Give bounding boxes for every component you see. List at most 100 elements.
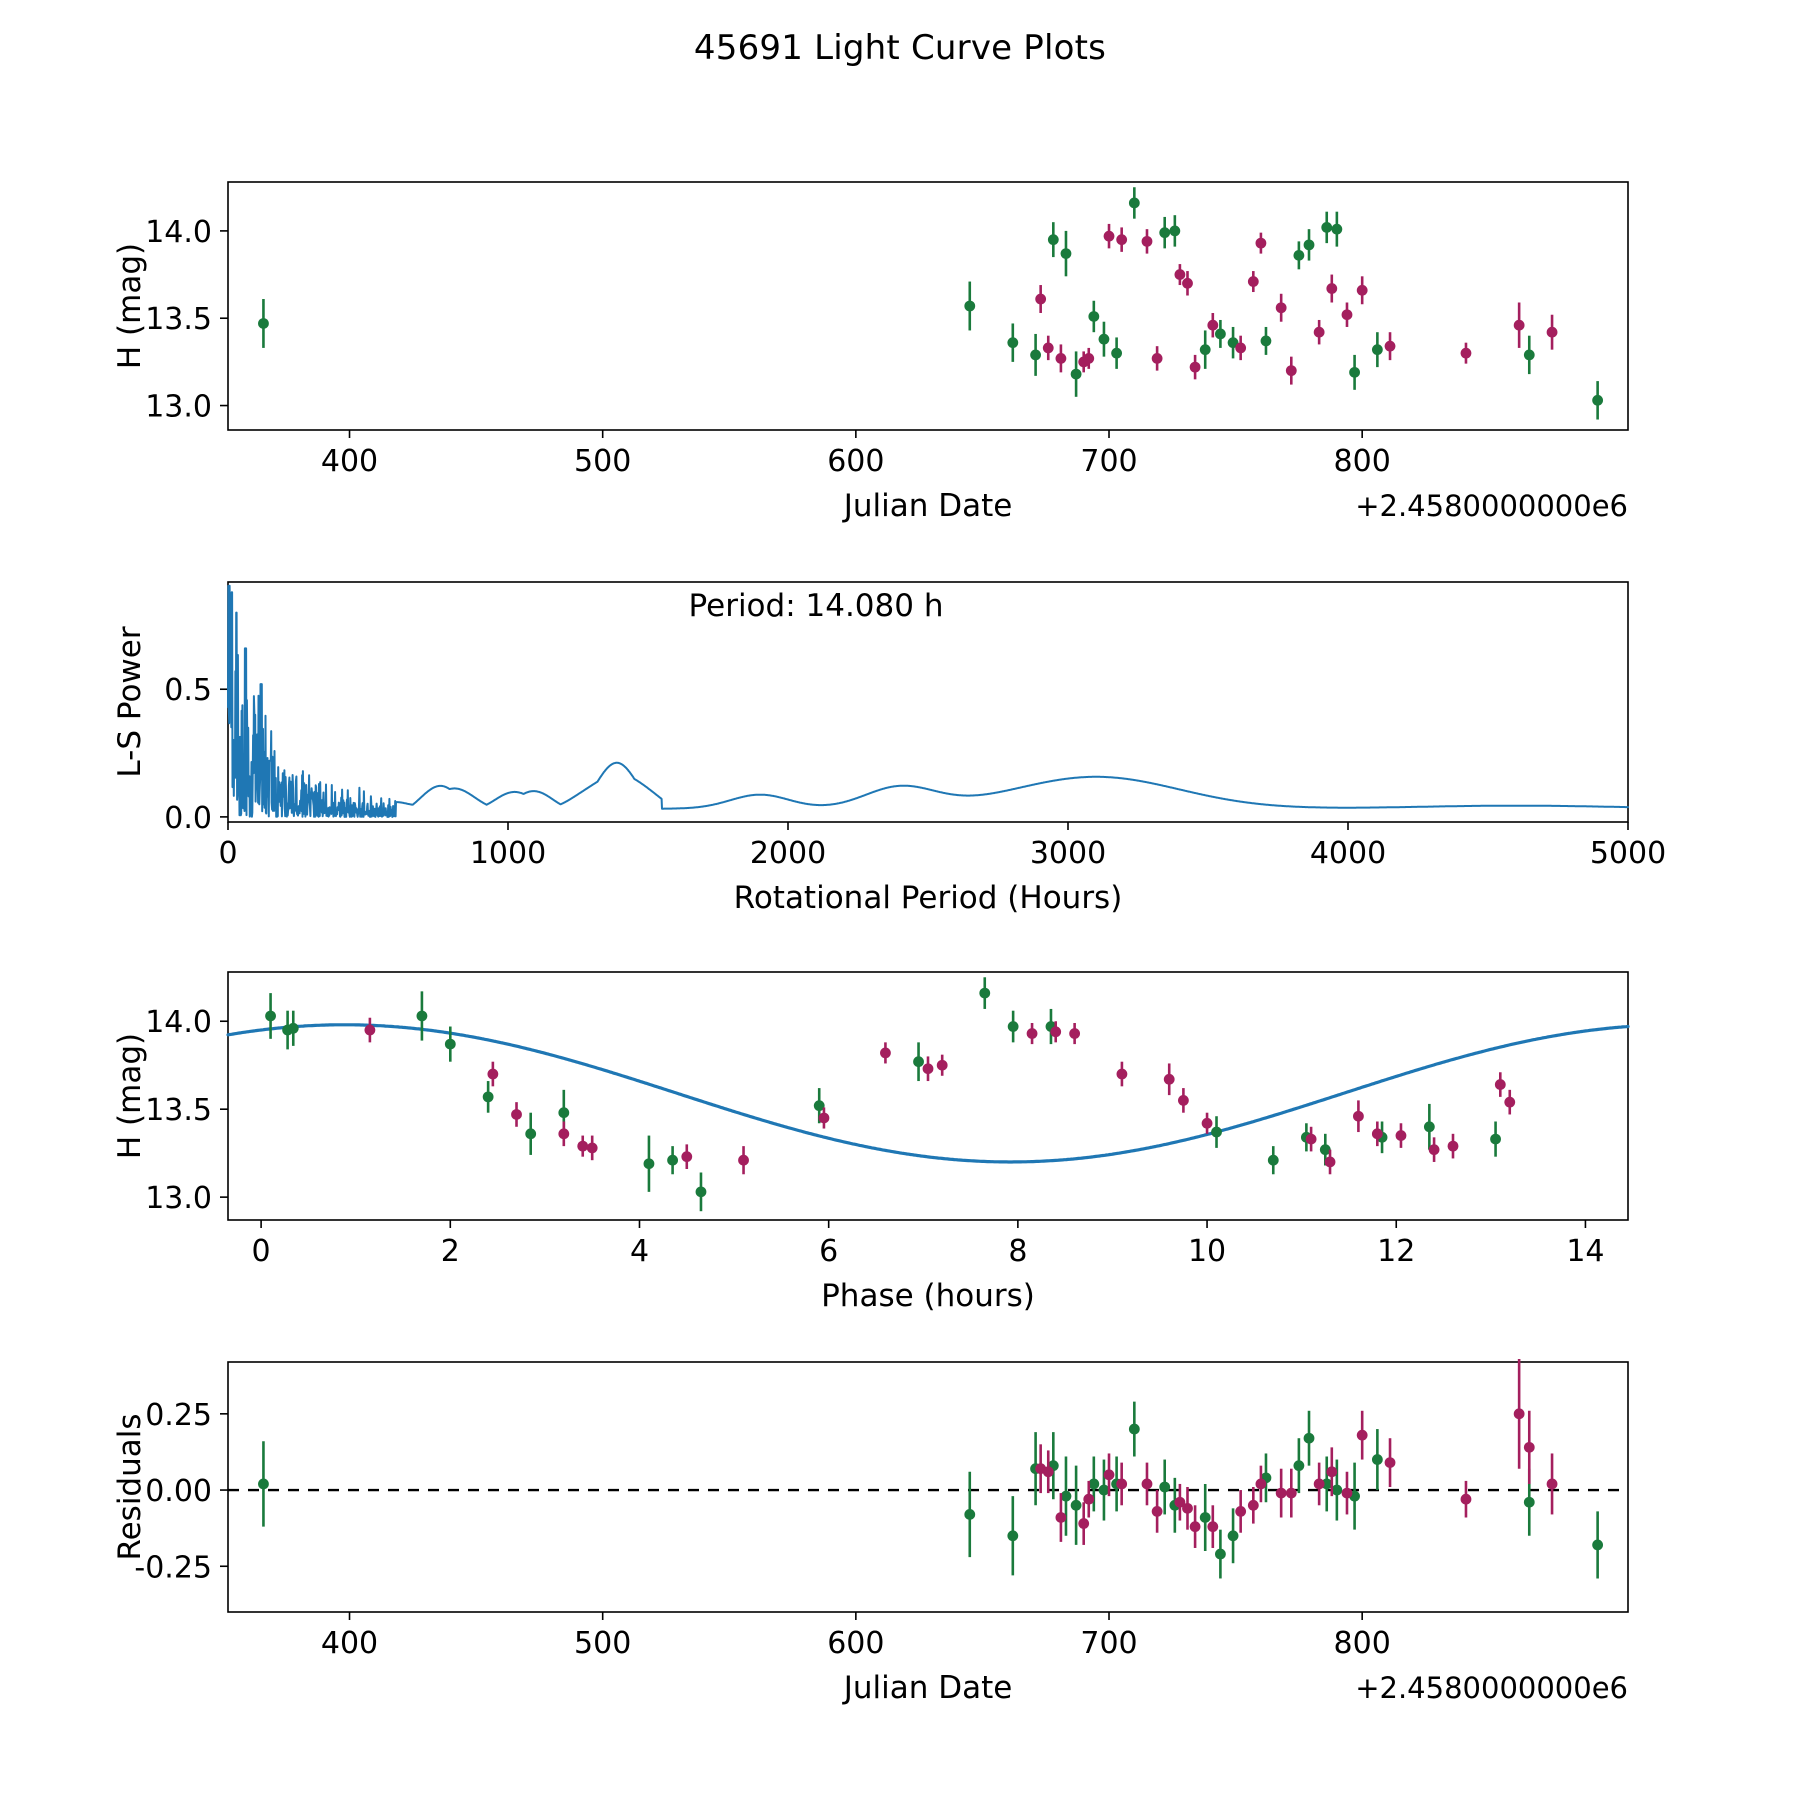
data-point [1078,1518,1090,1529]
sinusoid-fit-curve [226,1023,1630,1164]
data-point [258,1478,269,1490]
residuals-xtick-label: 800 [1334,1626,1391,1661]
lightcurve-xtick-label: 400 [321,444,378,479]
data-point [1182,1502,1193,1514]
data-point [577,1140,589,1152]
lightcurve-xtick-label: 700 [1080,444,1137,479]
data-point [979,987,991,999]
periodogram-xtick-label: 4000 [1310,836,1386,871]
periodogram-xtick-label: 3000 [1030,836,1106,871]
lightcurve-yaxis-label: H (mag) [112,243,148,369]
series-magenta [1035,1358,1558,1548]
data-point [1174,1496,1186,1508]
residuals-ytick-label: 0.00 [145,1474,212,1509]
data-point [1098,333,1110,345]
lightcurve-xtick-label: 800 [1334,444,1391,479]
phase-ytick-label: 13.5 [145,1093,212,1128]
data-point [913,1056,924,1068]
data-point [667,1154,678,1166]
data-point [1235,1505,1247,1517]
phase-ytick-label: 14.0 [145,1005,212,1040]
data-point [1227,337,1239,349]
data-point [1349,366,1360,378]
residuals-xtick-label: 500 [574,1626,631,1661]
data-point [1285,1487,1297,1499]
data-point [1371,1128,1383,1140]
data-point [1326,283,1338,294]
periodogram-ytick-label: 0.5 [164,673,212,708]
data-point [1103,230,1115,242]
data-point [922,1063,934,1075]
data-point [1513,1408,1525,1420]
data-point [1215,328,1226,340]
panel-periodogram: 0 1000 2000 3000 4000 5000 0.0 0.5 Rotational Pe… [112,581,1666,916]
data-point [1116,1068,1128,1080]
data-point [1098,1484,1110,1496]
data-point [1341,1487,1353,1499]
panel-phase-folded: 0 2 4 6 8 10 12 14 13.0 13.5 14.0 Phase (hours) H (m… [112,971,1630,1314]
data-point [880,1047,891,1059]
data-point [1042,342,1054,354]
data-point [1007,337,1019,349]
data-point [258,318,269,329]
residuals-yaxis-label: Residuals [112,1413,148,1560]
phase-ytick-label: 13.0 [145,1181,212,1216]
data-point [1199,1512,1211,1523]
data-point [1356,284,1368,296]
data-point [1088,1478,1100,1490]
data-point [1546,326,1558,338]
data-point [1321,1478,1333,1490]
data-point [416,1010,428,1022]
data-point [1303,1432,1315,1444]
data-point [364,1024,376,1036]
data-point [1371,344,1383,356]
data-point [1211,1126,1222,1138]
data-point [1026,1028,1038,1039]
data-point [1353,1110,1364,1122]
data-point [1116,234,1128,246]
data-point [681,1151,693,1163]
data-point [1460,1493,1472,1505]
residuals-xtick-label: 400 [321,1626,378,1661]
data-point [1215,1548,1226,1560]
data-point [1247,276,1259,287]
data-point [1047,234,1059,246]
data-point [1111,347,1123,359]
data-point [964,1509,976,1520]
data-point [1030,349,1041,361]
data-point [695,1186,707,1198]
data-point [1247,1499,1259,1511]
data-point [482,1091,494,1103]
data-point [1060,248,1072,260]
phase-xaxis-label: Phase (hours) [821,1278,1035,1314]
data-point [1460,347,1472,359]
data-point [1103,1469,1115,1481]
data-point [818,1112,830,1124]
lightcurve-ytick-label: 13.0 [145,390,212,425]
data-point [1070,1499,1082,1511]
data-point [1331,223,1343,235]
data-point [444,1038,456,1050]
data-point [1326,1466,1338,1478]
residuals-xtick-label: 600 [827,1626,884,1661]
data-point [1227,1530,1239,1542]
residuals-ytick-label: 0.25 [145,1398,212,1433]
data-point [1055,352,1067,364]
data-point [1007,1530,1019,1542]
data-point [1523,1441,1535,1453]
data-point [1384,1457,1396,1469]
data-point [1141,1478,1153,1490]
data-point [511,1109,522,1120]
data-point [1207,1521,1219,1533]
periodogram-xaxis-label: Rotational Period (Hours) [734,880,1123,916]
phase-xtick-label: 12 [1377,1234,1415,1269]
data-point [1141,235,1153,247]
data-point [1395,1130,1407,1141]
phase-xtick-label: 10 [1188,1234,1226,1269]
periodogram-ytick-label: 0.0 [164,801,212,836]
period-annotation: Period: 14.080 h [689,588,944,624]
data-point [1199,344,1211,356]
data-point [1128,197,1140,209]
lightcurve-ytick-label: 13.5 [145,302,212,337]
periodogram-curve [227,584,1629,818]
